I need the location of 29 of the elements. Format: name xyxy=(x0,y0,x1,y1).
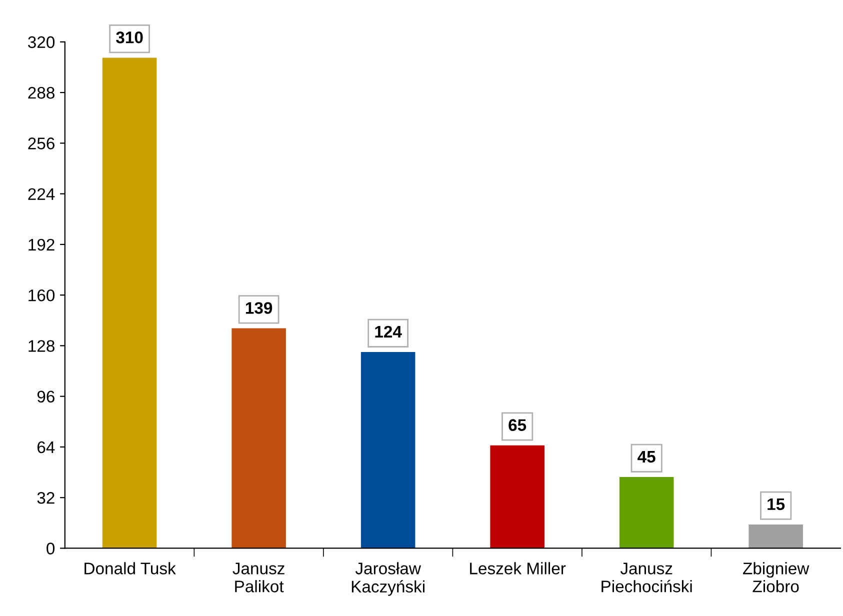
x-tick-label: Jarosław Kaczyński xyxy=(352,562,424,596)
x-tick-label: Janusz Palikot xyxy=(232,562,284,592)
y-tick-label: 256 xyxy=(28,138,54,150)
bar xyxy=(102,58,157,548)
y-tick-label: 288 xyxy=(28,86,54,99)
y-tick-label: 224 xyxy=(28,188,55,200)
y-tick-label: 0 xyxy=(46,542,55,554)
y-tick-label: 96 xyxy=(37,390,54,403)
x-tick-label: Zbigniew Ziobro xyxy=(743,562,810,592)
data-label: 310 xyxy=(116,32,143,44)
data-label: 15 xyxy=(768,498,785,510)
x-tick-label: Leszek Miller xyxy=(470,562,566,574)
bar xyxy=(490,445,544,548)
data-label: 124 xyxy=(375,326,402,338)
y-tick-label: 160 xyxy=(28,289,55,302)
data-label: 65 xyxy=(508,419,526,431)
y-tick-label: 64 xyxy=(38,441,55,454)
y-tick-label: 128 xyxy=(28,340,54,352)
x-tick-label: Janusz Piechociński xyxy=(602,562,692,592)
y-tick-label: 320 xyxy=(28,36,55,48)
y-tick-label: 192 xyxy=(28,238,54,251)
data-label: 139 xyxy=(246,302,272,314)
bar xyxy=(748,524,803,548)
bar xyxy=(232,328,286,548)
bar xyxy=(360,352,416,548)
x-tick-label: Donald Tusk xyxy=(84,562,176,574)
data-label: 45 xyxy=(638,451,656,463)
y-tick-label: 32 xyxy=(37,492,54,504)
bar xyxy=(619,477,674,548)
